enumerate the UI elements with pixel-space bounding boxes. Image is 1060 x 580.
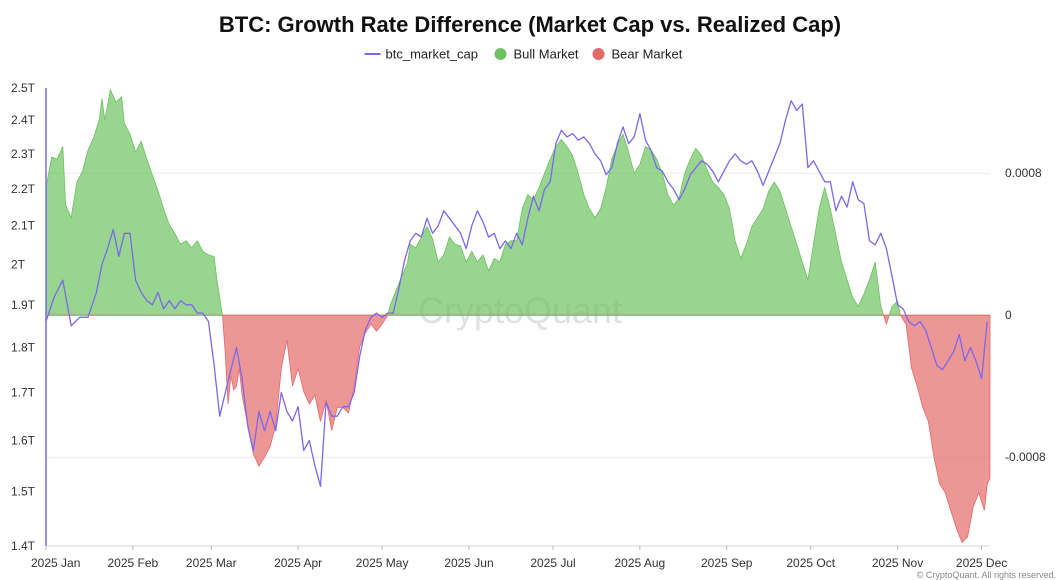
left-tick-label: 1.6T bbox=[11, 434, 36, 448]
left-tick-label: 2.4T bbox=[11, 113, 36, 127]
right-tick-label: -0.0008 bbox=[1005, 450, 1046, 464]
axes bbox=[45, 88, 990, 547]
left-tick-label: 1.9T bbox=[11, 298, 36, 312]
right-tick-label: 0 bbox=[1005, 308, 1012, 322]
x-tick-label: 2025 Aug bbox=[614, 556, 665, 570]
x-tick-label: 2025 Apr bbox=[274, 556, 322, 570]
x-tick-label: 2025 Dec bbox=[956, 556, 1007, 570]
bear-market-area bbox=[46, 314, 991, 544]
left-tick-label: 1.8T bbox=[11, 340, 36, 354]
chart-title: BTC: Growth Rate Difference (Market Cap … bbox=[219, 12, 841, 37]
legend-label: Bull Market bbox=[514, 47, 579, 62]
left-tick-label: 2.1T bbox=[11, 219, 36, 233]
market-cap-line-layer bbox=[45, 100, 988, 487]
left-tick-label: 2.2T bbox=[11, 182, 36, 196]
credit-text: © CryptoQuant. All rights reserved. bbox=[917, 570, 1056, 580]
left-tick-label: 2.5T bbox=[11, 81, 36, 95]
x-tick-label: 2025 Feb bbox=[107, 556, 158, 570]
market-cap-line bbox=[45, 100, 988, 487]
left-axis-ticks: 2.5T 2.4T 2.3T 2.2T 2.1T 2T 1.9T 1.8T 1.7T 1.6T 1.… bbox=[11, 81, 36, 553]
right-axis-ticks: 0.0008 0 -0.0008 bbox=[1005, 166, 1046, 464]
bull-market-area bbox=[45, 88, 990, 316]
x-tick-label: 2025 Jul bbox=[530, 556, 575, 570]
legend-label: Bear Market bbox=[612, 47, 683, 62]
left-tick-label: 1.5T bbox=[11, 485, 36, 499]
chart-legend: btc_market_cap Bull Market Bear Market bbox=[364, 47, 683, 62]
left-tick-label: 2T bbox=[11, 257, 26, 271]
x-tick-label: 2025 Sep bbox=[701, 556, 753, 570]
legend-label: btc_market_cap bbox=[386, 47, 479, 62]
legend-dot-swatch bbox=[592, 48, 605, 60]
x-tick-label: 2025 Mar bbox=[186, 556, 237, 570]
x-tick-label: 2025 Nov bbox=[872, 556, 923, 570]
left-tick-label: 1.4T bbox=[11, 539, 36, 553]
x-tick-label: 2025 Jun bbox=[444, 556, 493, 570]
x-axis-ticks: 2025 Jan 2025 Feb 2025 Mar 2025 Apr 2025 May… bbox=[31, 546, 1007, 570]
x-tick-label: 2025 Jan bbox=[31, 556, 80, 570]
right-tick-label: 0.0008 bbox=[1005, 166, 1042, 180]
left-tick-label: 1.7T bbox=[11, 386, 36, 400]
x-tick-label: 2025 May bbox=[356, 556, 409, 570]
left-tick-label: 2.3T bbox=[11, 147, 36, 161]
x-tick-label: 2025 Oct bbox=[786, 556, 835, 570]
legend-dot-swatch bbox=[494, 48, 507, 60]
